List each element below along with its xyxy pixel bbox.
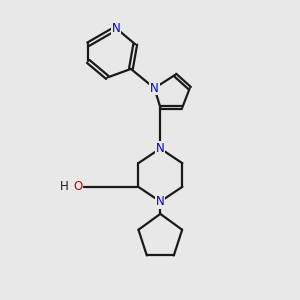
Text: H: H xyxy=(60,180,69,193)
Text: N: N xyxy=(156,142,165,155)
Text: N: N xyxy=(156,195,165,208)
Text: O: O xyxy=(73,180,83,193)
Text: N: N xyxy=(150,82,159,95)
Text: N: N xyxy=(112,22,120,35)
